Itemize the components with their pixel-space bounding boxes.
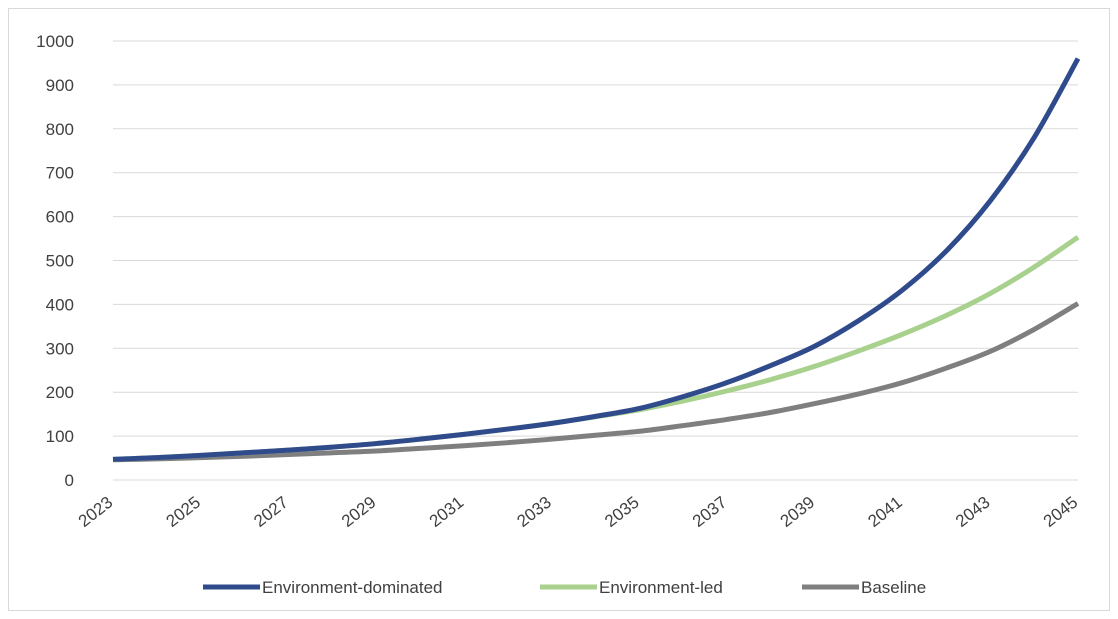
y-tick-label: 300	[46, 339, 74, 358]
x-tick-label: 2039	[777, 493, 819, 531]
x-tick-label: 2037	[689, 493, 731, 531]
x-tick-label: 2035	[601, 493, 643, 531]
y-tick-label: 100	[46, 427, 74, 446]
y-tick-label: 400	[46, 295, 74, 314]
x-axis-tick-labels: 2023 2025 2027 2029 2031 2033 2035 2037 2039 2041…	[75, 493, 1082, 531]
x-tick-label: 2027	[250, 493, 292, 531]
series-lines	[112, 57, 1081, 463]
x-tick-label: 2025	[163, 493, 205, 531]
legend-label: Baseline	[861, 578, 926, 597]
x-tick-label: 2033	[513, 493, 555, 531]
chart-frame	[8, 8, 1110, 611]
legend: Environment-dominated Environment-led Base…	[203, 578, 926, 597]
y-tick-label: 0	[65, 471, 74, 490]
y-axis-tick-labels: 0 100 200 300 400 500 600 700 800 900 1000	[36, 32, 74, 490]
y-tick-label: 500	[46, 252, 74, 271]
x-tick-label: 2041	[864, 493, 906, 531]
x-tick-label: 2045	[1040, 493, 1082, 531]
y-tick-label: 600	[46, 208, 74, 227]
y-tick-label: 900	[46, 76, 74, 95]
y-tick-label: 700	[46, 164, 74, 183]
y-tick-label: 800	[46, 120, 74, 139]
legend-label: Environment-led	[599, 578, 723, 597]
y-tick-label: 1000	[36, 32, 74, 51]
series-line-baseline	[112, 301, 1080, 463]
x-tick-label: 2043	[952, 493, 994, 531]
x-tick-label: 2029	[338, 493, 380, 531]
series-line-environment-dominated	[112, 57, 1081, 462]
legend-label: Environment-dominated	[262, 578, 442, 597]
x-tick-label: 2031	[426, 493, 468, 531]
y-tick-label: 200	[46, 383, 74, 402]
gridlines	[113, 40, 1078, 481]
x-tick-label: 2023	[75, 493, 117, 531]
